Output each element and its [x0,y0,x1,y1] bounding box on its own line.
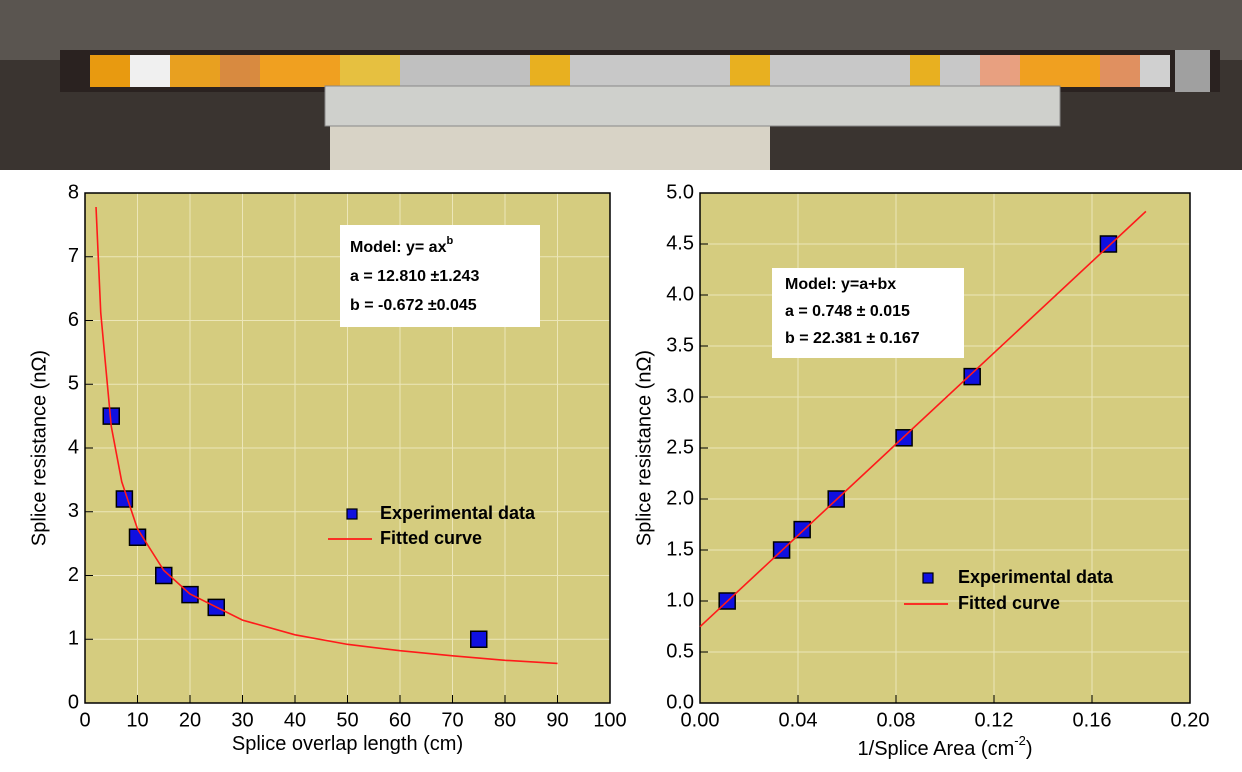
x-tick-label: 30 [231,709,253,731]
x-axis-label: Splice overlap length (cm) [232,733,463,755]
x-tick-label: 20 [179,709,201,731]
x-tick-label: 0.20 [1171,709,1210,731]
y-tick-label: 5.0 [666,181,694,203]
y-tick-label: 0 [68,691,79,713]
chart: 0 10 20 30 40 50 60 70 80 90 100 0 1 2 3 4 5 6 7 8 Splice ov… [28,181,626,755]
y-tick-label: 5 [68,373,79,395]
annotation-model-text: Model: y=a+bx [785,276,896,293]
x-tick-label: 40 [284,709,306,731]
x-tick-label: 0.04 [779,709,818,731]
photo-ruler [325,86,1060,126]
y-tick-label: 2 [68,564,79,586]
x-tick-label: 10 [126,709,148,731]
y-tick-label: 4.5 [666,232,694,254]
legend-label: Fitted curve [958,593,1060,613]
data-point [1100,236,1116,252]
y-axis-label: Splice resistance (nΩ) [28,350,50,546]
y-tick-label: 0.0 [666,691,694,713]
x-tick-label: 100 [593,709,626,731]
photo-base [330,120,770,170]
data-point [471,631,487,647]
legend-label: Fitted curve [380,528,482,548]
data-point [964,369,980,385]
annotation-line: b = -0.672 ±0.045 [350,297,477,314]
photo [0,0,1242,170]
figure: 0 10 20 30 40 50 60 70 80 90 100 0 1 2 3 4 5 6 7 8 Splice ov… [0,0,1242,772]
x-tick-label: 0 [79,709,90,731]
y-tick-label: 3 [68,500,79,522]
x-tick-label: 90 [546,709,568,731]
annotation-line: a = 0.748 ± 0.015 [785,303,910,320]
annotation-line: b = 22.381 ± 0.167 [785,330,920,347]
x-axis-label-text: 1/Splice Area (cm [858,738,1015,760]
annotation-model-sup: b [446,235,453,247]
legend-swatch [347,509,357,519]
y-tick-label: 6 [68,309,79,331]
annotation-line: a = 12.810 ±1.243 [350,268,479,285]
y-tick-label: 1.0 [666,589,694,611]
x-tick-label: 0.08 [877,709,916,731]
charts: 0 10 20 30 40 50 60 70 80 90 100 0 1 2 3 4 5 6 7 8 Splice ov… [28,181,1209,760]
x-axis-label-end: ) [1026,738,1033,760]
x-axis-label-text: Splice overlap length (cm) [232,733,463,755]
y-tick-label: 8 [68,181,79,203]
legend-label: Experimental data [380,503,536,523]
annotation-model: Model: y=a+bx [785,276,896,293]
x-tick-label: 0.16 [1073,709,1112,731]
y-tick-label: 0.5 [666,640,694,662]
y-tick-label: 2.0 [666,487,694,509]
y-tick-label: 1 [68,628,79,650]
x-tick-label: 70 [441,709,463,731]
y-tick-label: 4 [68,436,79,458]
legend-swatch [923,573,933,583]
y-tick-label: 4.0 [666,283,694,305]
y-tick-label: 7 [68,245,79,267]
y-tick-label: 3.0 [666,385,694,407]
annotation-model-text: Model: y= ax [350,239,447,256]
y-tick-label: 3.5 [666,334,694,356]
x-tick-label: 0.12 [975,709,1014,731]
legend-label: Experimental data [958,567,1114,587]
y-tick-label: 2.5 [666,436,694,458]
y-axis-label: Splice resistance (nΩ) [633,350,655,546]
x-tick-label: 50 [336,709,358,731]
x-tick-label: 60 [389,709,411,731]
data-point [794,522,810,538]
x-tick-label: 80 [494,709,516,731]
y-tick-label: 1.5 [666,538,694,560]
x-axis-label-sup: -2 [1014,733,1026,748]
x-axis-label: 1/Splice Area (cm-2) [858,733,1033,760]
